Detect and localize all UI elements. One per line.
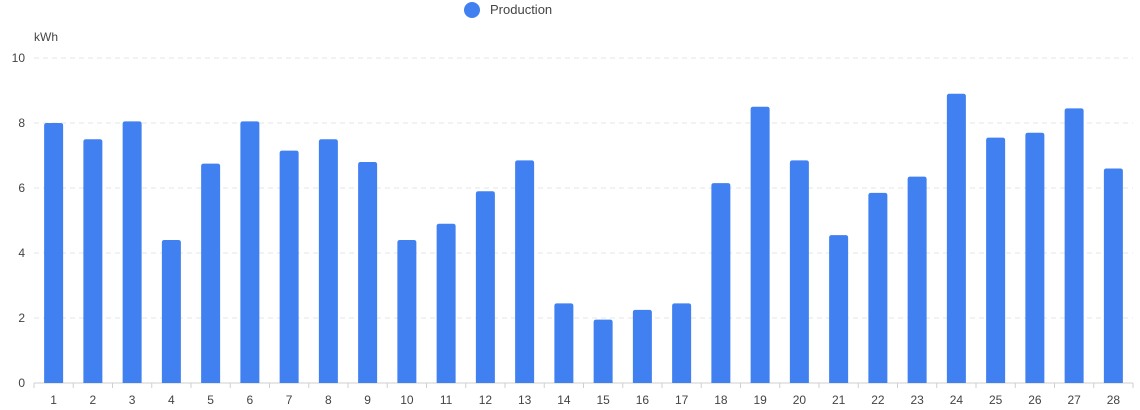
legend[interactable]: Production [464, 2, 552, 18]
bar-7[interactable] [279, 150, 299, 383]
bar-17[interactable] [672, 303, 692, 383]
y-tick-label: 6 [18, 181, 25, 195]
x-tick-label: 24 [950, 393, 964, 407]
bar-3[interactable] [122, 121, 142, 383]
bar-21[interactable] [829, 235, 849, 383]
y-tick-label: 4 [18, 246, 25, 260]
x-tick-label: 20 [793, 393, 807, 407]
bar-24[interactable] [946, 93, 966, 383]
x-tick-label: 9 [364, 393, 371, 407]
x-tick-label: 16 [636, 393, 650, 407]
bar-2[interactable] [83, 139, 103, 383]
x-tick-label: 11 [440, 393, 453, 407]
x-tick-label: 27 [1067, 393, 1081, 407]
bar-13[interactable] [515, 160, 535, 383]
bar-14[interactable] [554, 303, 574, 383]
y-tick-label: 8 [18, 116, 25, 130]
bar-22[interactable] [868, 192, 888, 383]
x-tick-label: 28 [1107, 393, 1121, 407]
bar-16[interactable] [632, 309, 652, 383]
x-tick-label: 6 [247, 393, 254, 407]
x-tick-label: 26 [1028, 393, 1042, 407]
x-tick-label: 18 [714, 393, 728, 407]
x-tick-label: 22 [871, 393, 885, 407]
x-tick-label: 2 [90, 393, 97, 407]
legend-marker-production[interactable] [464, 2, 480, 18]
x-tick-label: 10 [400, 393, 414, 407]
bar-19[interactable] [750, 106, 770, 383]
bar-28[interactable] [1103, 168, 1123, 384]
x-tick-label: 17 [675, 393, 689, 407]
legend-label-production[interactable]: Production [490, 2, 553, 17]
bar-12[interactable] [475, 191, 495, 383]
x-tick-label: 14 [557, 393, 571, 407]
bar-4[interactable] [161, 240, 181, 383]
bar-9[interactable] [358, 162, 378, 383]
bar-27[interactable] [1064, 108, 1084, 383]
x-tick-label: 7 [286, 393, 293, 407]
x-tick-label: 3 [129, 393, 136, 407]
y-tick-label: 2 [18, 311, 25, 325]
x-tick-label: 12 [479, 393, 493, 407]
y-axis-unit-label: kWh [34, 30, 58, 44]
x-tick-label: 23 [910, 393, 924, 407]
bar-10[interactable] [397, 240, 417, 383]
x-tick-label: 1 [50, 393, 57, 407]
x-tick-label: 4 [168, 393, 175, 407]
bar-6[interactable] [240, 121, 260, 383]
x-tick-label: 19 [753, 393, 767, 407]
bar-5[interactable] [201, 163, 221, 383]
y-tick-label: 10 [12, 51, 26, 65]
bar-15[interactable] [593, 319, 613, 383]
bar-11[interactable] [436, 223, 456, 383]
bar-26[interactable] [1025, 132, 1045, 383]
bar-20[interactable] [789, 160, 809, 383]
bar-23[interactable] [907, 176, 927, 383]
bar-8[interactable] [318, 139, 338, 383]
y-tick-label: 0 [18, 376, 25, 390]
x-tick-label: 25 [989, 393, 1003, 407]
x-tick-label: 8 [325, 393, 332, 407]
x-tick-label: 15 [596, 393, 610, 407]
x-tick-label: 13 [518, 393, 532, 407]
bar-1[interactable] [44, 123, 64, 383]
x-tick-label: 21 [832, 393, 846, 407]
bar-18[interactable] [711, 183, 731, 383]
x-tick-label: 5 [207, 393, 214, 407]
bar-25[interactable] [986, 137, 1006, 383]
